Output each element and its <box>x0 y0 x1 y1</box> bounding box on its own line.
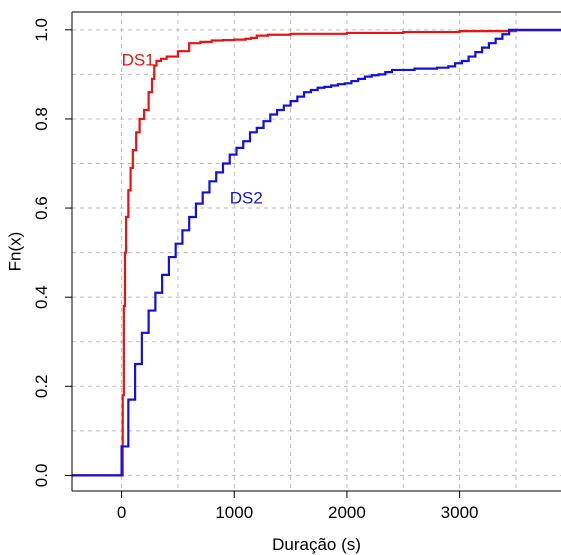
y-axis-title: Fn(x) <box>5 232 24 272</box>
series-layer: DS1 DS2 <box>72 28 561 477</box>
axes-layer: 0 1000 2000 3000 0.0 0.2 0.4 0.6 0.8 1.0 <box>32 11 561 522</box>
x-tick-label: 1000 <box>215 503 253 522</box>
series-line-ds1 <box>72 29 561 477</box>
x-axis-title: Duração (s) <box>272 535 361 554</box>
y-tick-label: 0.2 <box>32 374 51 398</box>
y-tick-label: 0.0 <box>32 464 51 488</box>
y-tick-label: 0.6 <box>32 196 51 220</box>
y-tick-label: 1.0 <box>32 18 51 42</box>
y-tick-label: 0.8 <box>32 107 51 131</box>
x-tick-label: 2000 <box>328 503 366 522</box>
series-label-ds1: DS1 <box>122 50 155 69</box>
series-line-ds2 <box>72 28 561 477</box>
y-tick-label: 0.4 <box>32 285 51 309</box>
series-label-ds2: DS2 <box>230 189 263 208</box>
x-tick-label: 3000 <box>441 503 479 522</box>
x-tick-label: 0 <box>117 503 126 522</box>
